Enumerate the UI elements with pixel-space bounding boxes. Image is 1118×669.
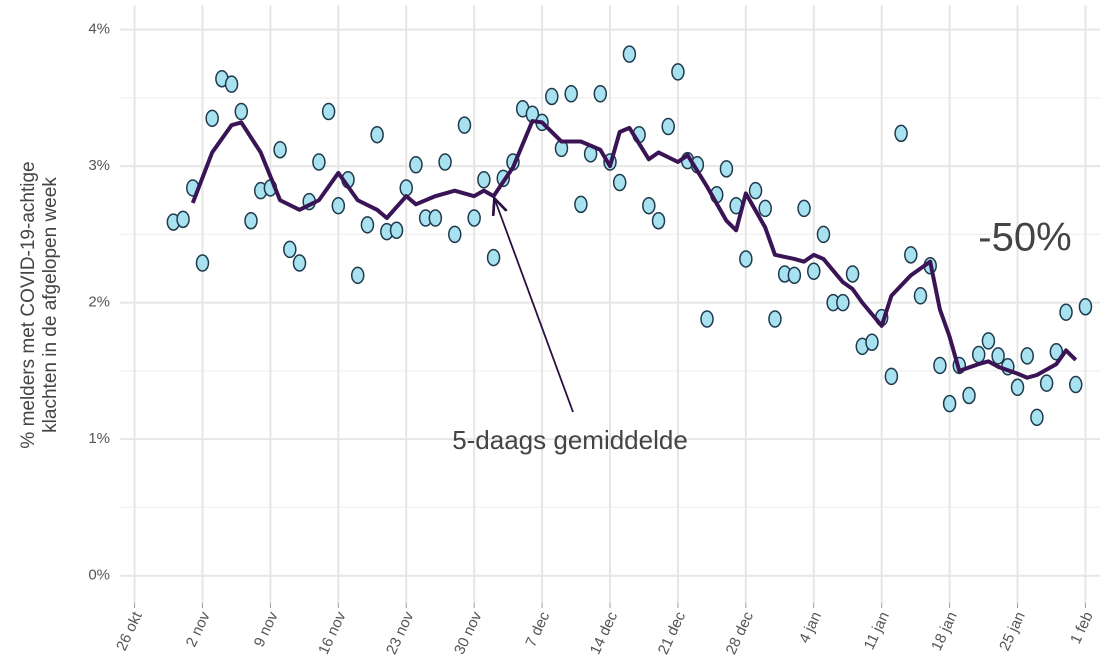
data-point [671,63,685,81]
data-point [612,173,627,192]
average-line [190,119,1078,380]
y-tick-label: 1% [88,430,110,447]
data-point [234,102,249,121]
data-point [1059,303,1073,321]
data-point [865,333,879,351]
data-point [700,310,714,328]
data-point [622,45,637,63]
data-point [331,196,346,215]
data-point [981,332,996,350]
marks [166,45,1093,427]
data-point [389,221,404,240]
data-point [467,209,481,227]
data-point [292,254,307,272]
data-point [273,140,287,159]
data-point [486,248,501,267]
data-point [816,225,831,244]
data-point [651,211,666,230]
x-tick-label: 28 dec [723,609,758,657]
data-point [942,394,957,413]
data-point [971,345,986,364]
x-tick-label: 16 nov [315,609,350,657]
data-point [360,216,375,234]
data-point [748,181,763,200]
data-point [661,117,675,136]
data-point [574,195,588,214]
data-point [244,211,258,230]
data-point [758,199,772,218]
data-point [991,347,1005,365]
grid [120,5,1100,603]
x-tick-label: 26 okt [113,608,146,653]
data-point [283,240,297,259]
data-point [205,109,219,128]
x-tick-label: 25 jan [996,609,1029,653]
data-point [195,254,210,272]
y-axis-label: klachten in de afgelopen week [40,177,61,433]
x-tick-label: 30 nov [451,609,486,657]
data-point [1078,297,1093,316]
data-point [787,266,802,285]
data-point [1068,375,1083,394]
data-point [913,287,928,305]
data-point [884,367,899,386]
data-point [593,84,608,103]
data-point [176,210,190,229]
data-point [894,124,908,143]
x-tick-label: 1 feb [1067,609,1097,646]
data-point [321,102,336,121]
x-tick-label: 14 dec [587,609,622,657]
x-tick-label: 21 dec [655,609,690,657]
data-point [1039,374,1054,392]
data-point [904,246,918,264]
data-point [438,153,452,171]
data-point [1020,347,1034,365]
data-point [719,160,734,178]
data-point [962,386,976,405]
data-point [1049,343,1064,361]
x-tick-label: 18 jan [928,609,961,653]
annotation: -50% [978,216,1071,260]
data-point [797,199,811,218]
data-point [224,75,239,93]
x-tick-label: 7 dec [522,609,553,650]
x-tick-label: 2 nov [183,609,214,650]
data-point [933,356,947,375]
y-tick-label: 4% [88,21,110,38]
x-tick-label: 4 jan [796,609,825,646]
data-point [807,262,821,280]
x-tick-label: 23 nov [383,609,418,657]
annotation: 5-daags gemiddelde [452,425,688,455]
data-point [448,225,462,244]
data-point [1030,408,1044,427]
data-point [399,179,413,197]
data-point [312,153,326,171]
data-point [477,171,491,189]
annotation-arrow [495,200,574,413]
data-point [836,293,850,312]
x-tick-label: 11 jan [861,609,893,652]
data-point [739,250,753,268]
data-point [564,84,578,103]
y-tick-label: 0% [88,567,110,584]
data-point [370,125,384,144]
data-point [457,116,472,134]
data-point [350,266,365,285]
data-point [845,265,860,283]
data-point [428,209,443,227]
data-point [1010,378,1025,397]
data-point [768,310,782,328]
y-tick-label: 2% [88,294,110,311]
x-tick-label: 9 nov [251,609,282,650]
data-point [642,196,656,215]
data-point [409,155,423,174]
data-point [545,87,559,106]
y-tick-label: 3% [88,157,110,174]
y-axis-label: % melders met COVID-19-achtige [18,161,39,448]
